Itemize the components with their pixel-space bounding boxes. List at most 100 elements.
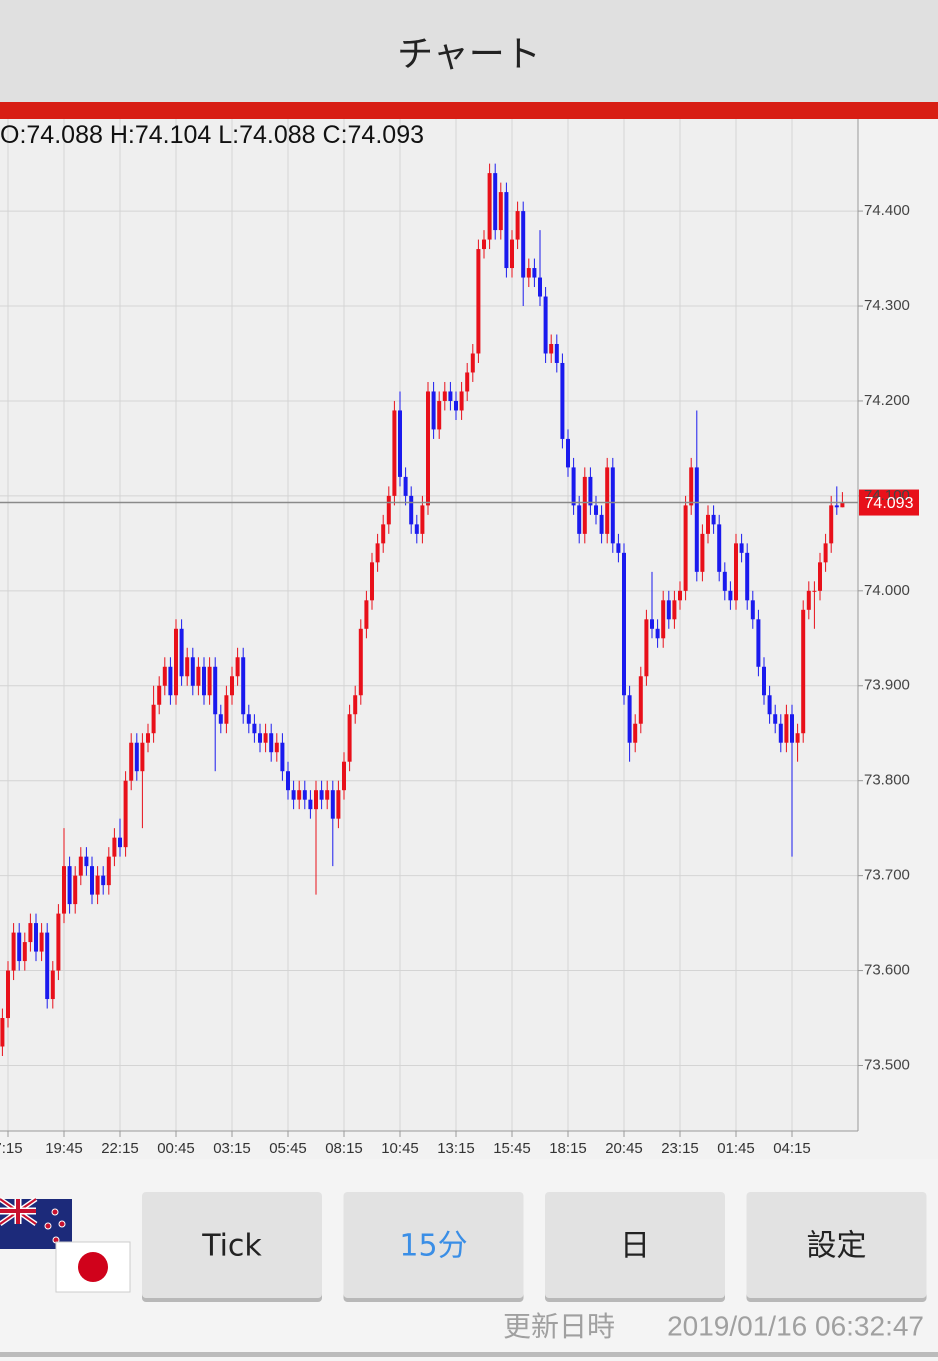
candle-body [717,524,722,572]
candle-body [554,343,559,363]
button[interactable] [343,1192,524,1298]
candle-body [45,932,50,1000]
candle-body [112,837,117,857]
candle-body [353,695,358,715]
ohlc-prefix: O: [0,121,26,149]
candle-body [123,780,128,848]
ohlc-prefix: L: [218,121,239,149]
candle-body [504,192,509,269]
red-bar [0,102,938,119]
candle-body [302,790,307,800]
button-label[interactable]: 15分 [399,1229,467,1264]
candle-body [633,723,638,743]
x-tick-label: 22:15 [101,1140,139,1157]
y-tick-label: 74.100 [864,487,910,504]
candle-body [0,1018,5,1047]
candle-body [11,932,16,971]
candle-body [560,362,565,439]
candle-body [582,476,587,534]
x-tick-label: 03:15 [213,1140,251,1157]
candle-body [566,438,570,468]
candle-body [235,657,240,677]
ohlc-value: 74.088 [26,121,102,149]
button-label[interactable]: Tick [201,1229,262,1264]
header-bar [0,0,938,102]
candle-body [291,790,296,800]
candle-body [146,733,150,743]
candle-body [795,733,800,743]
y-tick-label: 73.800 [864,772,910,789]
candle-body [694,467,699,572]
plot-area [0,119,858,1131]
candle-body [269,733,274,753]
candle-body [498,192,503,231]
candle-body [627,695,632,743]
candle-body [526,268,531,278]
candle-body [750,600,755,620]
candle-body [140,742,145,772]
candle-body [840,502,845,508]
candle-body [448,391,453,401]
candle-body [190,657,195,686]
candle-body [95,875,100,895]
candle-body [711,514,716,525]
candle-body [56,913,61,971]
candle-body [655,628,660,639]
x-tick-label: 7:15 [0,1140,23,1157]
button-label[interactable]: 日 [620,1229,650,1264]
x-tick-label: 18:15 [549,1140,587,1157]
button[interactable] [746,1192,927,1298]
candle-body [605,467,610,534]
candle-body [22,942,27,962]
jp-flag [55,1241,131,1293]
candle-body [521,211,526,278]
candle-body [543,296,548,354]
candle-body [17,932,22,962]
candle-body [644,619,649,677]
candle-body [734,543,738,601]
y-tick-label: 74.400 [864,202,910,219]
candle-body [728,590,733,601]
x-tick-label: 13:15 [437,1140,475,1157]
button[interactable] [545,1192,725,1298]
candle-body [638,676,643,724]
candle-body [330,790,335,819]
candle-body [745,552,750,601]
candle-body [39,932,44,952]
last-price-label: 74.093 [865,495,914,512]
ohlc-value: 74.104 [135,121,212,149]
candle-body [829,505,834,544]
candle-body [414,524,419,534]
last-price-tag [859,489,919,516]
candle-body [67,866,72,905]
candle-body [358,628,363,696]
candle-body [823,543,828,563]
candle-body [706,514,710,534]
candle-body [532,268,537,278]
candle-body [487,173,492,240]
candle-body [722,571,727,591]
button[interactable] [142,1192,322,1298]
x-tick-label: 15:45 [493,1140,531,1157]
candle-body [767,695,772,715]
candle-body [325,790,330,800]
candle-body [134,742,139,772]
ohlc-value: 74.088 [239,121,315,149]
candle-body [118,837,122,848]
candle-body [90,866,94,895]
candle-body [174,628,178,696]
candle-body [756,619,761,667]
candle-body [482,239,486,250]
y-tick-label: 73.600 [864,962,910,979]
x-tick-label: 10:45 [381,1140,419,1157]
candle-body [700,533,705,572]
candle-body [470,353,475,373]
candle-body [375,543,380,563]
nz-flag [0,1196,72,1249]
y-tick-label: 73.700 [864,867,910,884]
candle-body [157,685,162,705]
button-label[interactable]: 設定 [807,1229,867,1264]
x-tick-label: 04:15 [773,1140,811,1157]
header-title: チャート [397,34,541,75]
y-tick-label: 73.900 [864,677,910,694]
